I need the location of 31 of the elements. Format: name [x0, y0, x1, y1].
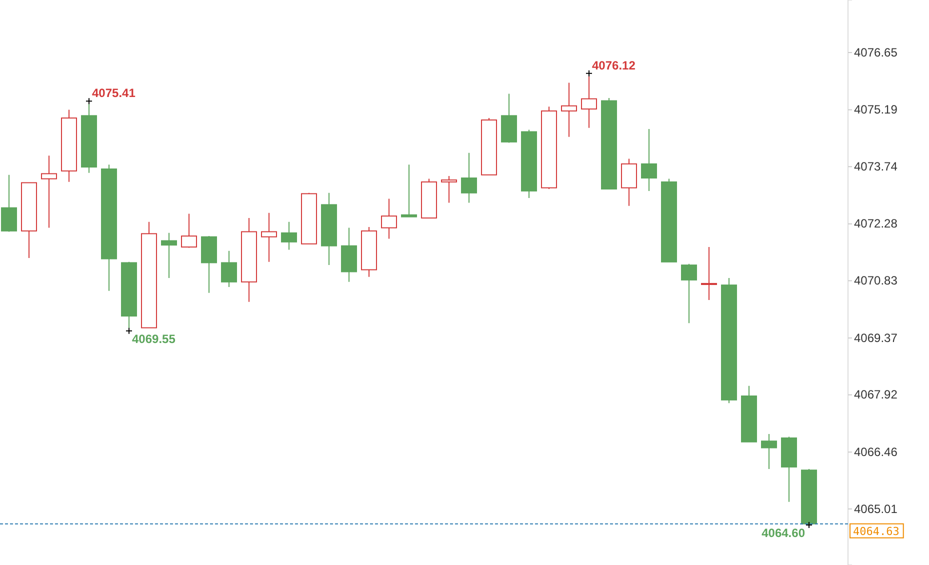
annotation: 4076.12 [592, 58, 636, 72]
candlestick [441, 176, 457, 204]
candlestick [561, 82, 577, 138]
candlestick [761, 434, 777, 470]
candlestick [681, 263, 697, 324]
annotation: 4069.55 [132, 332, 176, 346]
candlestick [161, 232, 177, 278]
candlestick [181, 213, 197, 248]
ref-line-label: 4064.63 [853, 524, 900, 538]
y-tick-label: 4067.92 [854, 388, 898, 402]
annotation: 4064.60 [762, 526, 806, 540]
candlestick [281, 221, 297, 250]
y-tick-label: 4066.46 [854, 444, 898, 459]
candlestick [221, 250, 237, 288]
candlestick [641, 128, 657, 192]
candlestick [701, 246, 717, 300]
y-tick-label: 4065.01 [854, 502, 898, 516]
candlestick [621, 158, 637, 206]
annotation: 4075.41 [92, 86, 136, 100]
y-tick-label: 4070.83 [854, 274, 898, 288]
candlestick [381, 198, 397, 240]
candlestick [41, 155, 57, 228]
candlestick [1, 174, 17, 232]
y-tick-label: 4069.37 [854, 330, 898, 345]
y-tick-label: 4073.74 [854, 159, 898, 174]
y-tick-label: 4072.28 [854, 216, 898, 231]
y-tick-label: 4075.19 [854, 102, 898, 117]
candlestick [401, 164, 417, 218]
candlestick [461, 152, 477, 204]
y-tick-label: 4076.65 [854, 45, 898, 60]
candlestick [261, 212, 277, 262]
